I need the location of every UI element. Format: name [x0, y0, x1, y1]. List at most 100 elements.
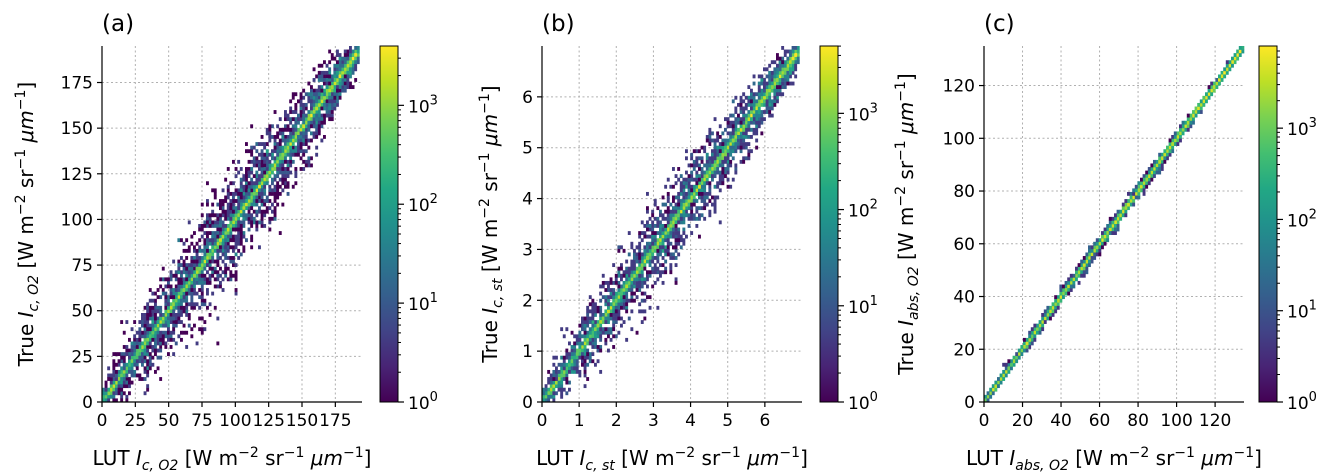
heatmap-cell [304, 135, 308, 139]
heatmap-cell [609, 280, 613, 285]
heatmap-cell [325, 85, 329, 90]
heatmap-cell [638, 245, 642, 250]
heatmap-cell [661, 227, 665, 232]
heatmap-cell [586, 362, 590, 367]
heatmap-cell [721, 181, 725, 186]
heatmap-cell [250, 191, 254, 196]
heatmap-cell [1004, 362, 1008, 367]
heatmap-cell [1062, 284, 1065, 289]
heatmap-cell [302, 124, 306, 129]
heatmap-cell [1199, 106, 1203, 111]
heatmap-cell [617, 288, 621, 292]
heatmap-cell [695, 170, 699, 175]
heatmap-cell [154, 309, 157, 314]
heatmap-cell [630, 284, 634, 289]
heatmap-cell [297, 152, 300, 157]
heatmap-cell [677, 206, 681, 211]
heatmap-cell [299, 156, 303, 161]
heatmap-cell [794, 60, 798, 65]
heatmap-cell [148, 359, 152, 364]
heatmap-cell [255, 156, 259, 161]
heatmap-cell [685, 195, 688, 200]
heatmap-cell [581, 334, 584, 339]
heatmap-cell [130, 348, 134, 353]
heatmap-cell [737, 102, 740, 107]
heatmap-cell [200, 284, 204, 289]
heatmap-cell [708, 167, 712, 171]
heatmap-cell [302, 159, 306, 164]
heatmap-cell [286, 135, 290, 139]
heatmap-cell [206, 252, 209, 257]
heatmap-cell [791, 70, 795, 75]
heatmap-cell [614, 280, 618, 285]
heatmap-cell [242, 209, 246, 214]
heatmap-cell [206, 224, 209, 228]
heatmap-cell [200, 302, 204, 307]
x-tick-label: 175 [319, 411, 351, 431]
heatmap-cell [315, 74, 319, 79]
heatmap-cell [635, 245, 639, 250]
heatmap-cell [200, 327, 204, 332]
heatmap-cell [104, 384, 108, 389]
heatmap-cell [666, 231, 670, 235]
y-tick-label: 175 [61, 74, 93, 94]
heatmap-cell [703, 195, 707, 200]
heatmap-cell [226, 191, 230, 196]
heatmap-cell [320, 138, 324, 143]
heatmap-cell [1145, 177, 1149, 182]
heatmap-cell [666, 238, 670, 243]
heatmap-cell [328, 110, 332, 114]
heatmap-cell [1002, 373, 1006, 378]
heatmap-cell [716, 149, 720, 154]
heatmap-cell [765, 81, 769, 86]
heatmap-cell [263, 159, 267, 164]
heatmap-cell [310, 110, 313, 114]
heatmap-cell [591, 313, 595, 317]
heatmap-cell [776, 63, 779, 68]
heatmap-cell [216, 284, 220, 289]
heatmap-cell [216, 277, 220, 282]
heatmap-cell [312, 78, 316, 82]
heatmap-cell [187, 288, 191, 292]
heatmap-cell [148, 337, 152, 342]
heatmap-cell [700, 156, 704, 161]
heatmap-cell [338, 81, 342, 86]
heatmap-cell [591, 334, 595, 339]
heatmap-cell [120, 366, 124, 371]
heatmap-cell [755, 99, 759, 104]
heatmap-cell [726, 120, 730, 125]
heatmap-cell [250, 167, 254, 171]
heatmap-cell [276, 167, 280, 171]
heatmap-cell [349, 63, 352, 68]
heatmap-cell [682, 206, 686, 211]
heatmap-cell [226, 241, 230, 246]
heatmap-cell [711, 202, 714, 207]
heatmap-cell [247, 227, 251, 232]
heatmap-cell [724, 138, 727, 143]
heatmap-cell [232, 202, 235, 207]
heatmap-cell [187, 270, 191, 275]
heatmap-cell [685, 213, 688, 218]
heatmap-cell [294, 135, 298, 139]
heatmap-cell [1046, 309, 1050, 314]
heatmap-cell [172, 352, 176, 357]
heatmap-cell [143, 359, 147, 364]
heatmap-cell [1158, 167, 1162, 171]
heatmap-cell [679, 188, 683, 193]
heatmap-cell [213, 305, 217, 310]
heatmap-cell [1054, 295, 1058, 300]
heatmap-cell [604, 280, 608, 285]
heatmap-cell [151, 298, 155, 303]
heatmap-cell [1095, 248, 1099, 253]
heatmap-cell [679, 206, 683, 211]
heatmap-cell [169, 273, 173, 278]
heatmap-cell [674, 245, 678, 250]
heatmap-cell [1033, 330, 1037, 335]
heatmap-cell [263, 213, 267, 218]
heatmap-cell [739, 159, 743, 164]
heatmap-cell [172, 288, 176, 292]
heatmap-cell [242, 177, 246, 182]
heatmap-cell [690, 209, 694, 214]
heatmap-cell [234, 209, 238, 214]
heatmap-cell [703, 191, 707, 196]
